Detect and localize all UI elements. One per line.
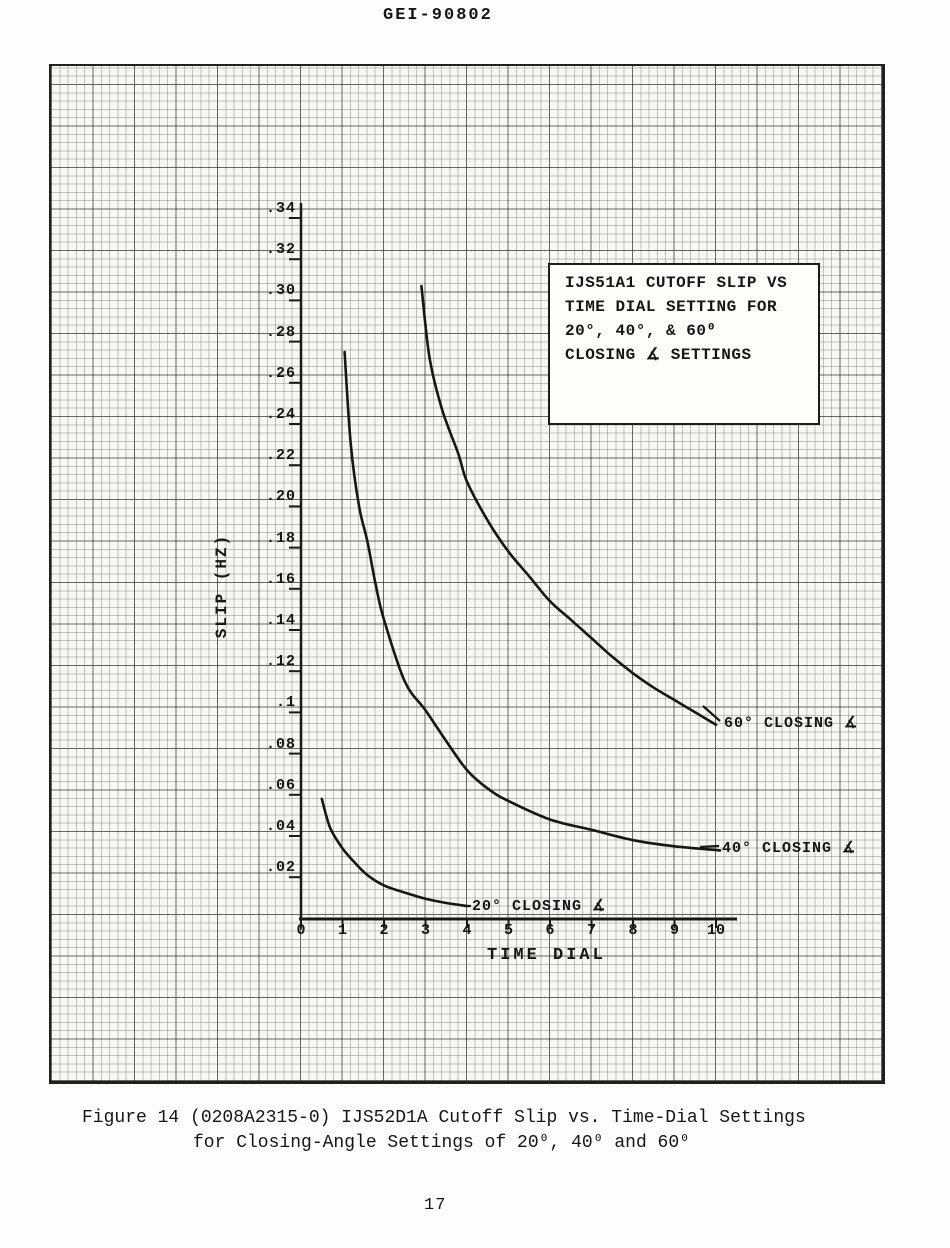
y-axis-tick-label: .08 xyxy=(265,735,296,753)
chart-title-line: CLOSING ∡ SETTINGS xyxy=(565,346,752,364)
x-axis-tick-label: 4 xyxy=(462,922,472,939)
y-axis-tick-label: .30 xyxy=(265,282,296,300)
y-axis-tick-label: .02 xyxy=(265,859,296,877)
x-axis-tick-label: 3 xyxy=(420,922,430,939)
y-axis-tick-label: .32 xyxy=(265,241,296,259)
x-axis-tick-label: 5 xyxy=(503,922,513,939)
y-axis-tick-label: .26 xyxy=(265,364,296,382)
x-axis-tick-label: 9 xyxy=(669,922,679,939)
x-axis-tick-label: 1 xyxy=(337,922,347,939)
y-axis-tick-label: .16 xyxy=(265,570,296,588)
curve-label-60deg: 60° CLOSING ∡ xyxy=(724,715,859,732)
chart-title-line: IJS51A1 CUTOFF SLIP VS xyxy=(565,274,788,292)
caption-line-2: for Closing-Angle Settings of 20⁰, 40⁰ a… xyxy=(193,1133,690,1153)
y-axis-tick-label: .04 xyxy=(265,818,296,835)
y-axis-tick-label: .14 xyxy=(265,612,296,629)
y-axis-title: SLIP (HZ) xyxy=(213,533,231,639)
x-axis-tick-label: 10 xyxy=(706,922,725,939)
x-axis-tick-label: 8 xyxy=(628,922,638,939)
x-axis-tick-label: 0 xyxy=(296,922,306,939)
curve-label-20deg: 20° CLOSING ∡ xyxy=(472,898,607,915)
y-axis-tick-label: .18 xyxy=(265,529,296,547)
y-axis-tick-label: .1 xyxy=(275,694,296,712)
x-axis-tick-label: 2 xyxy=(379,922,389,939)
figure-caption: Figure 14 (0208A2315-0) IJS52D1A Cutoff … xyxy=(82,1106,806,1156)
y-axis-tick-label: .20 xyxy=(265,488,296,506)
document-id: GEI-90802 xyxy=(383,6,493,25)
y-axis-tick-label: .24 xyxy=(265,406,296,423)
page-number: 17 xyxy=(424,1196,447,1215)
chart-title-line: 20°, 40°, & 60⁰ xyxy=(565,322,717,340)
chart-title-box: IJS51A1 CUTOFF SLIP VS TIME DIAL SETTING… xyxy=(548,263,820,425)
chart-title-line: TIME DIAL SETTING FOR xyxy=(565,298,778,316)
x-axis-tick-label: 6 xyxy=(545,922,555,939)
y-axis-tick-label: .28 xyxy=(265,323,296,341)
x-axis-title: TIME DIAL xyxy=(487,946,606,965)
caption-line-1: Figure 14 (0208A2315-0) IJS52D1A Cutoff … xyxy=(82,1108,806,1128)
y-axis-tick-label: .34 xyxy=(265,200,296,217)
y-axis-tick-label: .12 xyxy=(265,653,296,671)
x-axis-tick-label: 7 xyxy=(586,922,596,939)
y-axis-tick-label: .06 xyxy=(265,776,296,794)
curve-label-40deg: 40° CLOSING ∡ xyxy=(722,840,857,857)
y-axis-tick-label: .22 xyxy=(265,447,296,465)
